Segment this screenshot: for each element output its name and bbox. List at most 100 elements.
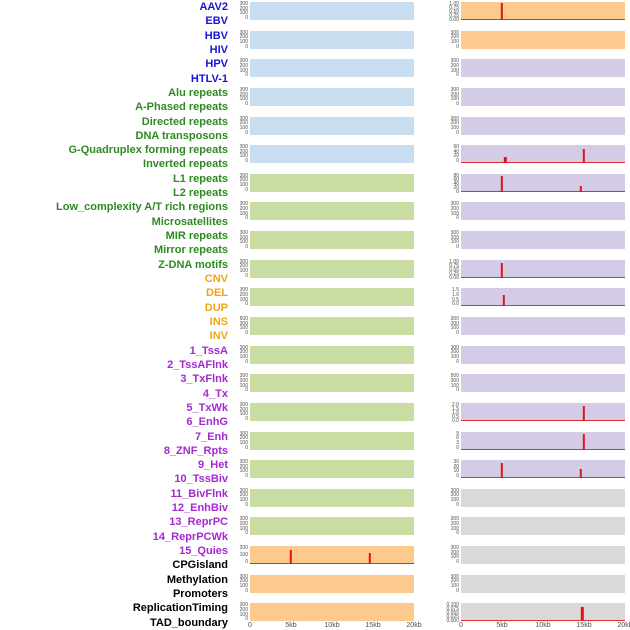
track-panel-left [250, 488, 414, 507]
track-label-9-het: 9_Het [198, 459, 228, 472]
y-tick-label: 0.0 [452, 417, 459, 424]
track-row: 9_Het 10_TssBiv 300 200 100 0 30 20 10 0 [0, 458, 630, 487]
y-tick-label: 200 [239, 435, 248, 442]
x-tick-label: 5kb [285, 622, 297, 629]
x-tick-label: 20kb [617, 622, 630, 629]
track-label-replicationtiming: ReplicationTiming [132, 602, 228, 615]
track-label-13-reprpc: 13_ReprPC [169, 516, 228, 529]
y-tick-label: 3 [456, 439, 459, 446]
y-axis-ticks-left: 300 200 100 0 [229, 145, 248, 164]
row-labels: Low_complexity A/T rich regions Microsate… [0, 200, 228, 229]
track-panel-right [461, 488, 625, 507]
track-label-1-tssa: 1_TssA [189, 344, 228, 357]
y-axis-ticks-left: 300 200 100 0 [229, 603, 248, 622]
y-tick-label: 60 [453, 144, 459, 151]
track-label-inv: INV [209, 330, 228, 343]
y-tick-label: 0 [245, 100, 248, 107]
y-axis-ticks-left: 300 200 100 0 [229, 345, 248, 364]
y-tick-label: 200 [239, 545, 248, 552]
y-axis-ticks-left: 300 200 100 0 [229, 30, 248, 50]
y-tick-label: 100 [450, 67, 459, 74]
track-panel-left [250, 517, 414, 536]
y-axis-ticks-right: 1.00 0.75 0.50 0.25 0.00 [440, 259, 459, 280]
y-tick-label: 300 [239, 258, 248, 265]
y-axis-ticks-left: 300 200 100 0 [229, 2, 248, 21]
track-panel-right [461, 317, 625, 335]
row-labels: G-Quadruplex forming repeats Inverted rep… [0, 143, 228, 172]
y-tick-label: 1.0 [452, 292, 459, 299]
y-tick-label: 0 [456, 530, 459, 537]
track-panel-right [461, 546, 625, 565]
y-tick-label: 100 [239, 382, 248, 389]
y-tick-label: 0 [456, 587, 459, 594]
y-axis-ticks-left: 300 200 100 0 [229, 59, 248, 78]
peak-marker [500, 462, 504, 479]
y-tick-label: 0 [456, 329, 459, 336]
y-tick-label: 200 [239, 406, 248, 413]
track-row: ReplicationTiming TAD_boundary 300 200 100 0 0… [0, 601, 630, 630]
y-tick-label: 200 [450, 62, 459, 69]
y-tick-label: 100 [450, 96, 459, 103]
y-axis-ticks-right: 300 200 100 0 [440, 202, 459, 221]
row-labels: 9_Het 10_TssBiv [0, 458, 228, 487]
y-tick-label: 100 [239, 182, 248, 189]
y-tick-label: 100 [450, 554, 459, 561]
x-tick-label: 15kb [576, 622, 592, 629]
row-labels: 7_Enh 8_ZNF_Rpts [0, 430, 228, 459]
peak-marker [504, 156, 507, 164]
y-axis-ticks-right: 500 300 100 0 [440, 374, 459, 393]
track-panel-right [461, 202, 625, 221]
y-tick-label: 0.50 [449, 9, 459, 15]
track-label-hpv: HPV [205, 58, 228, 71]
y-tick-label: 100 [239, 124, 248, 131]
track-panel-left [250, 145, 414, 164]
y-axis-ticks-left: 300 200 100 0 [229, 86, 248, 107]
y-tick-label: 100 [450, 38, 459, 45]
track-panel-right [461, 603, 625, 622]
y-tick-label: 100 [239, 325, 248, 332]
track-label-dna-transposons: DNA transposons [135, 129, 229, 142]
y-tick-label: 300 [239, 487, 248, 494]
y-axis-ticks-left: 300 200 100 0 [229, 487, 248, 507]
row-labels: HBV HIV [0, 29, 228, 58]
track-label-dup: DUP [204, 301, 228, 314]
peak-marker [582, 434, 586, 450]
y-axis-ticks-right: 1.00 0.75 0.50 0.25 0.00 [440, 2, 459, 23]
track-row: Directed repeats DNA transposons 300 200 100… [0, 115, 630, 144]
peak-marker [579, 469, 582, 479]
y-axis-ticks-left: 300 200 100 0 [229, 459, 248, 479]
track-panel-right [461, 59, 625, 78]
y-tick-label: 0 [245, 186, 248, 193]
y-tick-label: 300 [239, 115, 248, 122]
y-tick-label: 100 [239, 439, 248, 446]
y-tick-label: 0.050 [446, 610, 459, 617]
y-axis-ticks-left: 300 200 100 0 [229, 517, 248, 536]
y-tick-label: 300 [239, 459, 248, 466]
y-tick-label: 100 [239, 210, 248, 217]
y-tick-label: 100 [239, 10, 248, 17]
y-axis-ticks-right: 300 200 100 0 [440, 345, 459, 364]
y-tick-label: 200 [239, 263, 248, 270]
y-axis-ticks-left: 300 200 100 0 [229, 374, 248, 393]
y-tick-label: 300 [239, 430, 248, 437]
y-tick-label: 200 [239, 521, 248, 528]
track-panel-left [250, 603, 414, 622]
peak-marker [581, 606, 584, 622]
y-tick-label: 0.5 [452, 413, 459, 420]
track-label-methylation: Methylation [166, 573, 228, 586]
y-tick-label: 300 [239, 86, 248, 93]
y-tick-label: 0 [245, 43, 248, 50]
y-axis-ticks-right: 30 20 10 0 [440, 460, 459, 479]
track-label-inverted-repeats: Inverted repeats [143, 158, 228, 171]
y-tick-label: 2.0 [452, 401, 459, 408]
y-tick-label: 0 [245, 444, 248, 451]
track-label-14-reprpcwk: 14_ReprPCWk [152, 530, 228, 543]
track-panel-right [461, 173, 625, 192]
y-tick-label: 300 [239, 320, 248, 327]
y-axis-ticks-right: 300 200 100 0 [440, 317, 459, 336]
y-axis-ticks-left: 300 200 100 0 [229, 258, 248, 278]
track-row: MIR repeats Mirror repeats 300 200 100 0 300 20… [0, 229, 630, 258]
y-tick-label: 0 [456, 188, 459, 195]
y-tick-label: 200 [450, 349, 459, 356]
y-tick-label: 100 [239, 497, 248, 504]
